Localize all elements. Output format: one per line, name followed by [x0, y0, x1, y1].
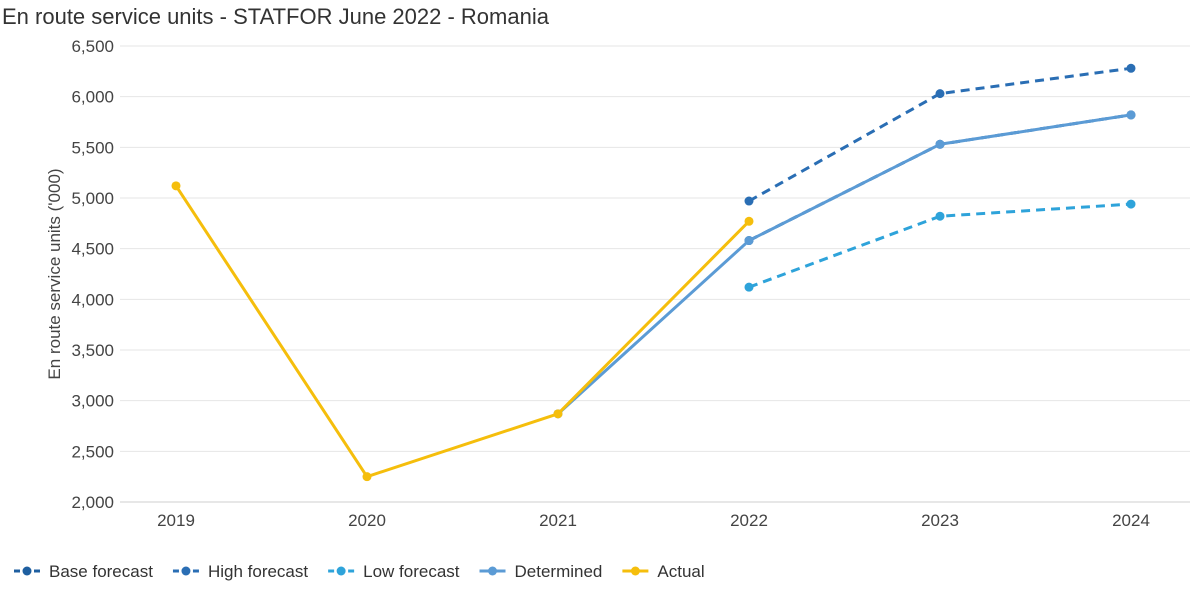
legend-marker	[336, 566, 346, 576]
x-tick-label: 2022	[730, 511, 768, 530]
y-tick-label: 6,500	[71, 37, 114, 56]
x-tick-label: 2023	[921, 511, 959, 530]
data-point	[744, 216, 754, 226]
series-line	[748, 66, 1132, 203]
legend-label: Base forecast	[49, 562, 153, 581]
data-point	[935, 89, 945, 99]
y-axis-title: En route service units ('000)	[45, 168, 64, 379]
data-point	[1126, 110, 1136, 120]
data-point	[935, 139, 945, 149]
y-tick-label: 5,000	[71, 189, 114, 208]
series-line	[174, 184, 751, 479]
series-determined	[553, 110, 1136, 419]
legend-item: Actual	[622, 562, 705, 581]
y-tick-label: 3,000	[71, 392, 114, 411]
x-tick-label: 2021	[539, 511, 577, 530]
legend-item: Low forecast	[328, 562, 460, 581]
legend-label: Low forecast	[363, 562, 460, 581]
legend-label: Determined	[515, 562, 603, 581]
legend-marker	[630, 566, 640, 576]
legend-item: Determined	[479, 562, 603, 581]
y-tick-label: 6,000	[71, 88, 114, 107]
y-tick-label: 5,500	[71, 138, 114, 157]
data-point	[744, 282, 754, 292]
series-actual	[171, 181, 754, 482]
legend-marker	[488, 566, 498, 576]
x-tick-label: 2019	[157, 511, 195, 530]
y-tick-label: 3,500	[71, 341, 114, 360]
y-tick-label: 4,000	[71, 290, 114, 309]
data-point	[171, 181, 181, 191]
legend-label: High forecast	[208, 562, 308, 581]
legend-marker	[181, 566, 191, 576]
data-point	[1126, 199, 1136, 209]
chart-title: En route service units - STATFOR June 20…	[2, 4, 549, 29]
data-point	[1126, 63, 1136, 73]
x-tick-label: 2024	[1112, 511, 1150, 530]
series-line	[556, 113, 1133, 416]
y-tick-label: 4,500	[71, 240, 114, 259]
data-point	[744, 196, 754, 206]
legend-item: Base forecast	[14, 562, 153, 581]
y-tick-label: 2,000	[71, 493, 114, 512]
y-tick-label: 2,500	[71, 442, 114, 461]
series-line	[748, 113, 1132, 242]
data-point	[935, 211, 945, 221]
legend-item: High forecast	[172, 562, 308, 581]
series-high-forecast	[744, 63, 1136, 206]
legend-label: Actual	[657, 562, 704, 581]
x-tick-label: 2020	[348, 511, 386, 530]
series-base-forecast	[744, 110, 1136, 246]
data-point	[362, 472, 372, 482]
series-low-forecast	[744, 199, 1136, 292]
data-point	[744, 236, 754, 246]
data-point	[553, 409, 563, 419]
legend-marker	[22, 566, 32, 576]
